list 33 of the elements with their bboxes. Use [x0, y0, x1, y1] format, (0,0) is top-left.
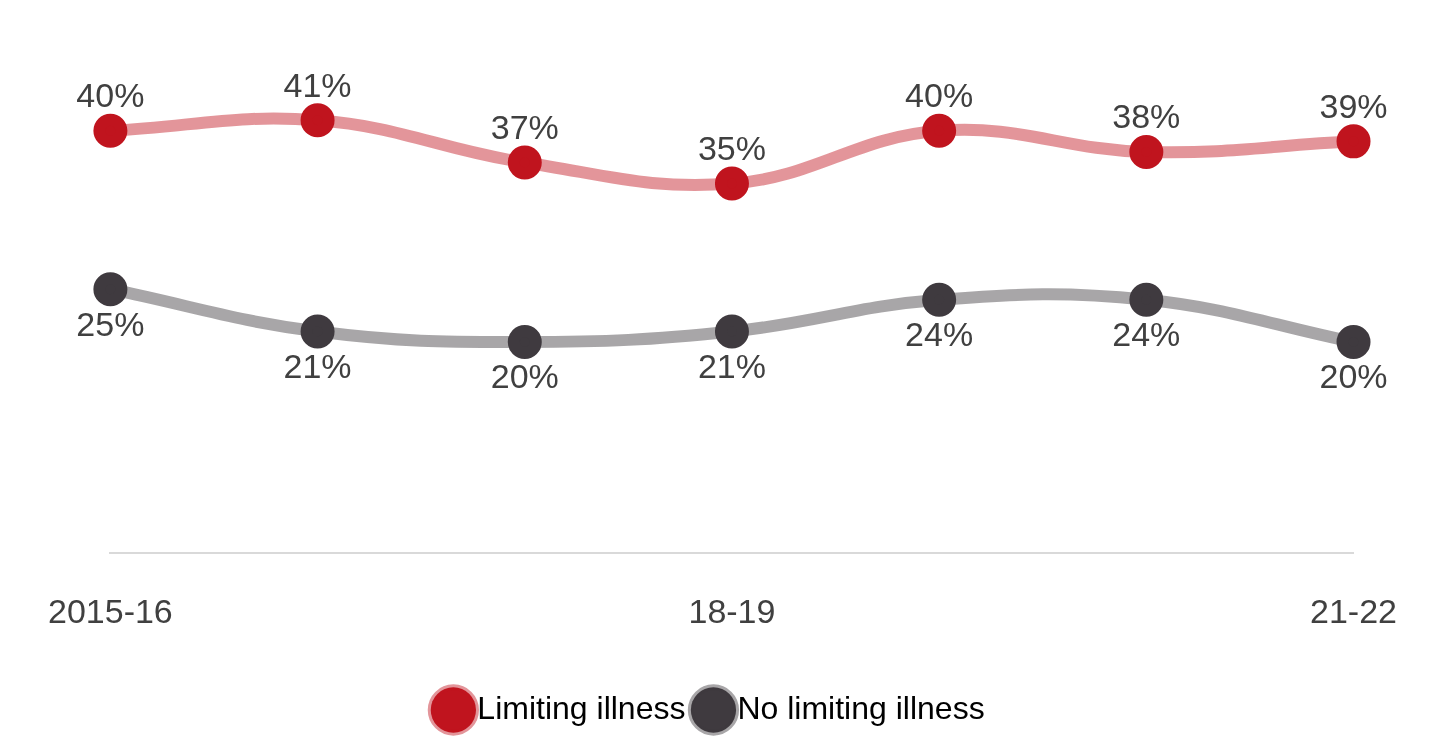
point: [1336, 325, 1371, 359]
data-label: 21%: [697, 346, 766, 385]
point: [300, 103, 335, 138]
data-label: 39%: [1319, 86, 1388, 125]
data-label: 20%: [1319, 357, 1388, 396]
point: [1129, 134, 1164, 169]
point: [1129, 282, 1164, 317]
point: [714, 314, 749, 349]
data-label: 37%: [490, 107, 559, 146]
point: [507, 325, 542, 359]
point: [507, 145, 542, 180]
point: [300, 314, 335, 349]
point: [714, 166, 749, 201]
data-label: 25%: [76, 304, 145, 343]
point: [93, 272, 128, 307]
data-label: 21%: [283, 346, 352, 385]
point: [1336, 124, 1371, 159]
data-label: 20%: [490, 357, 559, 396]
data-label: 24%: [905, 315, 974, 354]
point: [93, 113, 128, 148]
legend-label: Limiting illness: [477, 689, 686, 726]
point: [922, 113, 957, 148]
x-tick-label: 21-22: [1310, 591, 1397, 630]
data-label: 24%: [1112, 315, 1181, 354]
data-label: 40%: [76, 76, 145, 115]
data-label: 35%: [697, 128, 766, 167]
x-tick-label: 2015-16: [48, 591, 173, 630]
point: [922, 282, 957, 317]
data-label: 38%: [1112, 97, 1181, 136]
data-label: 41%: [283, 65, 352, 104]
x-tick-label: 18-19: [688, 591, 776, 630]
legend-label: No limiting illness: [737, 689, 985, 726]
data-label: 40%: [905, 76, 974, 115]
